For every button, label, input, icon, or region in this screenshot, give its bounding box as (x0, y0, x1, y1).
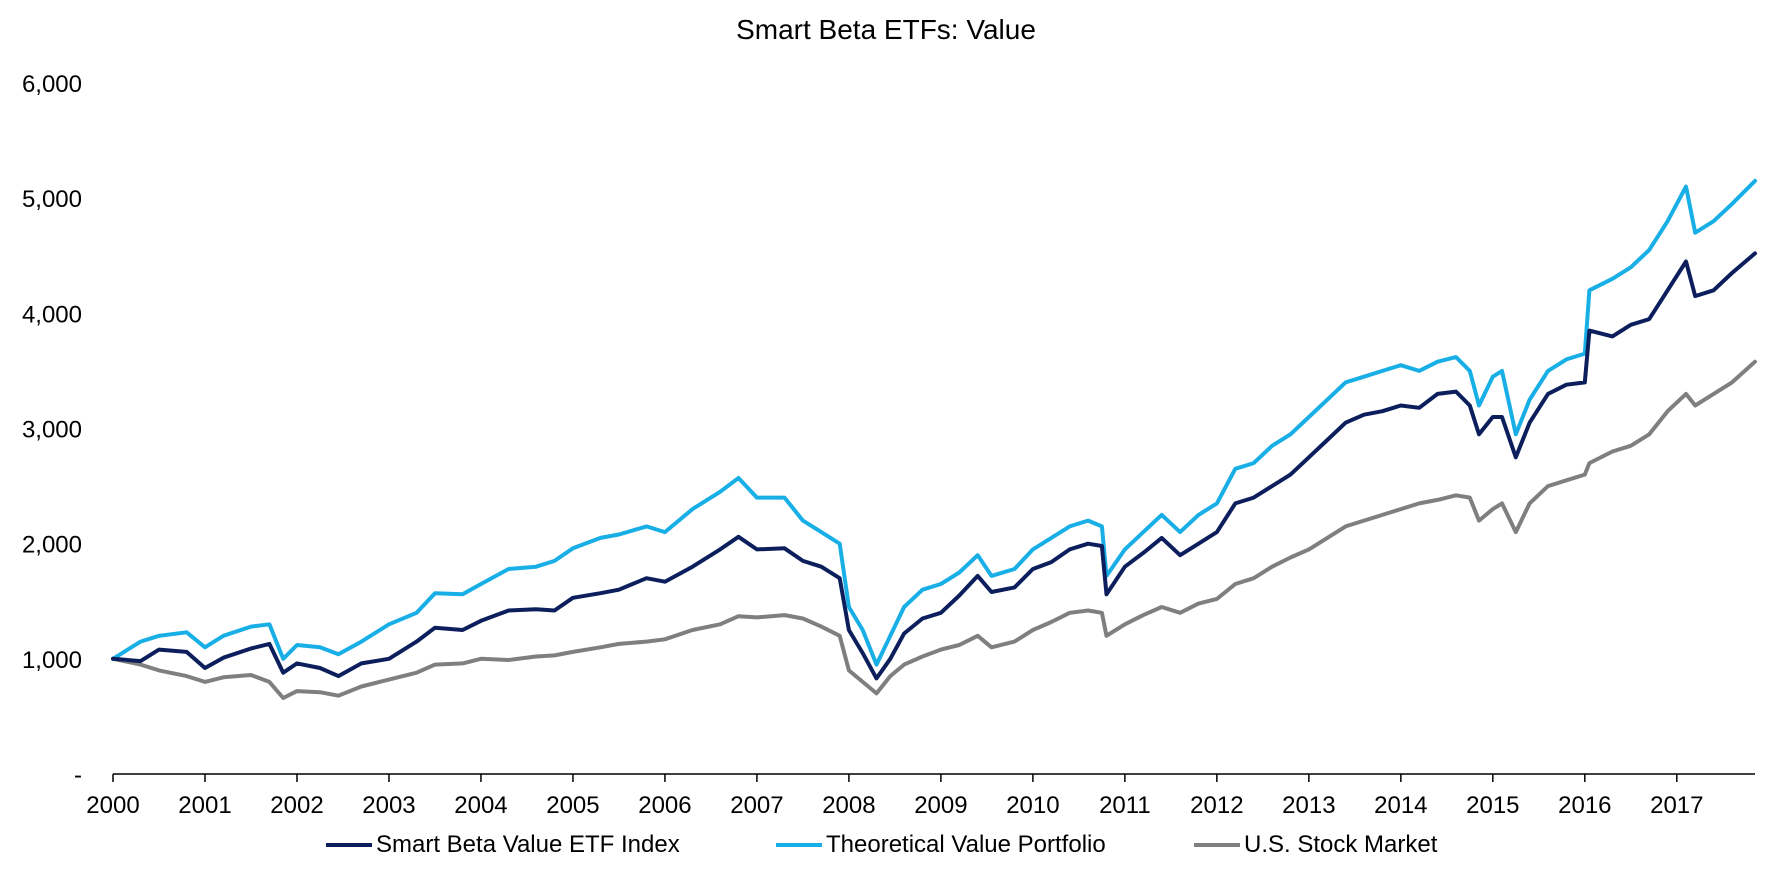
y-tick-label: 5,000 (22, 186, 82, 213)
series-line-theoretical (111, 178, 1757, 667)
y-tick-label: 3,000 (22, 417, 82, 444)
y-tick-label: 6,000 (22, 71, 82, 98)
series-lines (111, 178, 1757, 700)
x-tick-label: 2001 (178, 792, 231, 819)
x-tick-label: 2012 (1190, 792, 1243, 819)
y-axis-labels: - 1,000 2,000 3,000 4,000 5,000 6,000 (22, 71, 82, 789)
y-tick-label: - (74, 762, 82, 789)
legend-swatch-smart-beta (326, 843, 372, 847)
series-line-smart-beta (111, 251, 1757, 681)
legend-label-theoretical: Theoretical Value Portfolio (826, 831, 1106, 858)
legend-item-theoretical: Theoretical Value Portfolio (776, 825, 1106, 865)
x-tick-label: 2015 (1466, 792, 1519, 819)
legend-item-smart-beta: Smart Beta Value ETF Index (326, 825, 680, 865)
x-tick-label: 2010 (1006, 792, 1059, 819)
legend-label-us-market: U.S. Stock Market (1244, 831, 1438, 858)
x-tick-label: 2016 (1558, 792, 1611, 819)
x-tick-label: 2006 (638, 792, 691, 819)
x-tick-label: 2011 (1099, 792, 1151, 819)
y-tick-label: 1,000 (22, 647, 82, 674)
legend-label-smart-beta: Smart Beta Value ETF Index (376, 831, 680, 858)
y-tick-label: 4,000 (22, 301, 82, 328)
x-tick-label: 2004 (454, 792, 507, 819)
legend-swatch-us-market (1194, 843, 1240, 847)
x-tick-label: 2017 (1650, 792, 1703, 819)
x-tick-label: 2013 (1282, 792, 1335, 819)
legend-swatch-theoretical (776, 843, 822, 847)
legend-item-us-market: U.S. Stock Market (1194, 825, 1437, 865)
x-tick-label: 2014 (1374, 792, 1427, 819)
x-tick-label: 2005 (546, 792, 599, 819)
x-tick-label: 2000 (86, 792, 139, 819)
legend: Smart Beta Value ETF Index Theoretical V… (0, 825, 1772, 865)
x-tick-label: 2007 (730, 792, 783, 819)
x-tick-label: 2008 (822, 792, 875, 819)
chart-title: Smart Beta ETFs: Value (736, 14, 1036, 45)
x-tick-label: 2003 (362, 792, 415, 819)
x-tick-label: 2002 (270, 792, 323, 819)
x-tick-label: 2009 (914, 792, 967, 819)
x-axis: 2000 2001 2002 2003 2004 2005 2006 2007 2008 2009… (86, 773, 1755, 819)
y-tick-label: 2,000 (22, 532, 82, 559)
series-line-us-market (111, 359, 1757, 700)
